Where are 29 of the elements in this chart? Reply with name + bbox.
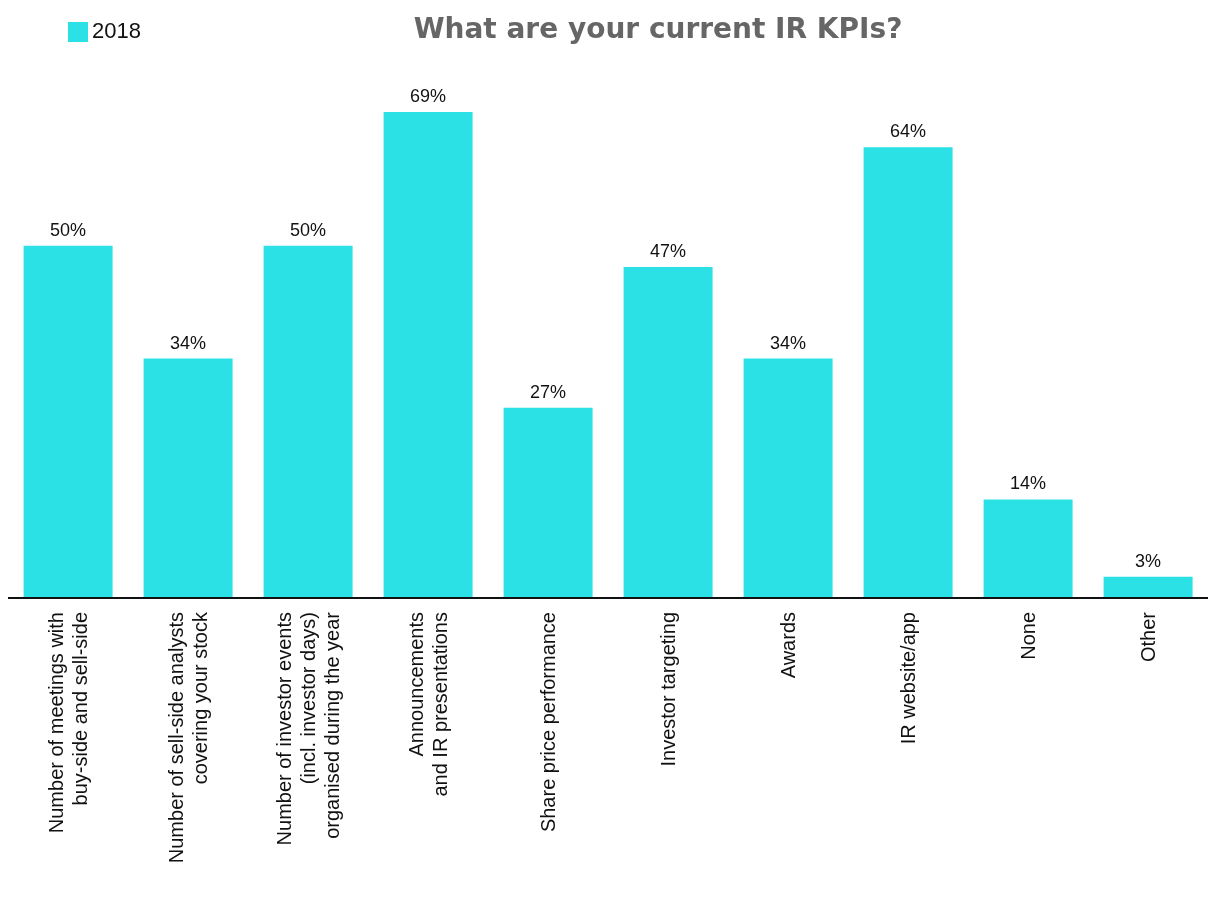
- x-tick-label: Awards: [777, 612, 799, 679]
- data-label: 50%: [50, 219, 87, 240]
- data-label: 34%: [770, 332, 807, 353]
- bar: [143, 358, 233, 598]
- data-label: 69%: [410, 86, 447, 106]
- x-tick-label: Share price performance: [537, 612, 559, 833]
- x-tick-label: IR website/app: [897, 612, 919, 745]
- data-label: 50%: [290, 219, 327, 240]
- bar: [983, 499, 1073, 598]
- data-label: 3%: [1135, 550, 1162, 571]
- data-label: 34%: [170, 332, 207, 353]
- x-tick-label: None: [1017, 612, 1039, 660]
- bar: [23, 245, 113, 598]
- legend-label: 2018: [92, 18, 141, 43]
- x-tick-label: Investor targeting: [657, 612, 679, 767]
- x-tick-label: Number of meetings with buy-side and sell-side: [45, 612, 91, 834]
- data-label: 64%: [890, 121, 927, 142]
- x-tick-label: Other: [1137, 611, 1159, 663]
- chart-title: What are your current IR KPIs?: [412, 12, 904, 45]
- bar: [263, 245, 353, 598]
- bar: [383, 112, 473, 598]
- bar: [623, 266, 713, 598]
- data-label: 47%: [650, 240, 687, 261]
- bar: [1103, 576, 1193, 598]
- bar: [863, 147, 953, 598]
- data-label: 27%: [530, 381, 567, 402]
- bar: [743, 358, 833, 598]
- bar: [503, 407, 593, 598]
- data-label: 14%: [1010, 473, 1047, 494]
